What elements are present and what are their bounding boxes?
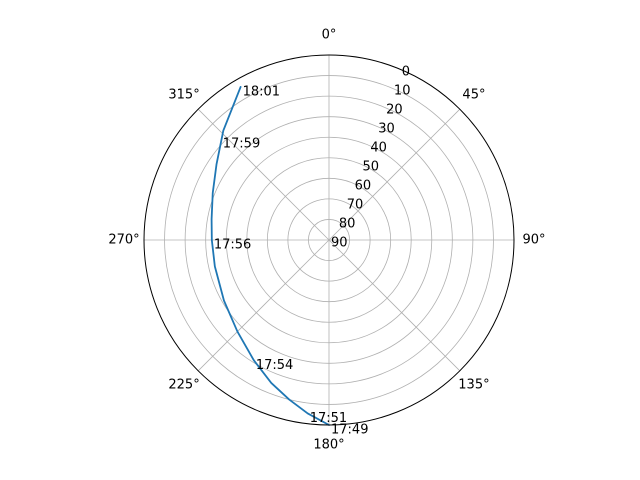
radial-tick-label-40: 40 [370,141,387,156]
theta-tick-label-270: 270° [108,233,139,248]
radial-tick-label-90: 90 [331,236,348,251]
theta-tick-labels: 0° 45° 90° 135° 180° 225° 270° 315° [108,28,545,453]
point-label-0: 18:01 [243,84,280,99]
radial-tick-label-30: 30 [378,122,395,137]
radial-tick-label-10: 10 [394,84,411,99]
data-series [210,86,330,426]
grid [144,55,514,425]
theta-tick-label-180: 180° [313,438,344,453]
grid-spoke-135 [328,239,461,372]
grid-spoke-225 [197,239,330,372]
theta-tick-label-315: 315° [168,88,199,103]
grid-spoke-45 [328,108,461,241]
point-label-1: 17:59 [223,137,260,152]
point-label-3: 17:54 [256,358,293,373]
radial-tick-label-60: 60 [355,179,372,194]
point-label-4: 17:51 [310,411,347,426]
radial-tick-label-50: 50 [362,160,379,175]
grid-spoke-315 [197,108,330,241]
theta-tick-label-45: 45° [462,88,485,103]
radial-tick-label-20: 20 [386,103,403,118]
series-line-0 [210,86,330,426]
radial-tick-label-80: 80 [339,217,356,232]
point-label-2: 17:56 [214,238,251,253]
theta-tick-label-135: 135° [458,377,489,392]
point-label-5: 17:49 [331,423,368,438]
radial-tick-label-70: 70 [347,198,364,213]
theta-tick-label-225: 225° [168,377,199,392]
theta-tick-label-0: 0° [322,28,337,43]
theta-tick-label-90: 90° [522,233,545,248]
polar-frame [143,54,515,426]
